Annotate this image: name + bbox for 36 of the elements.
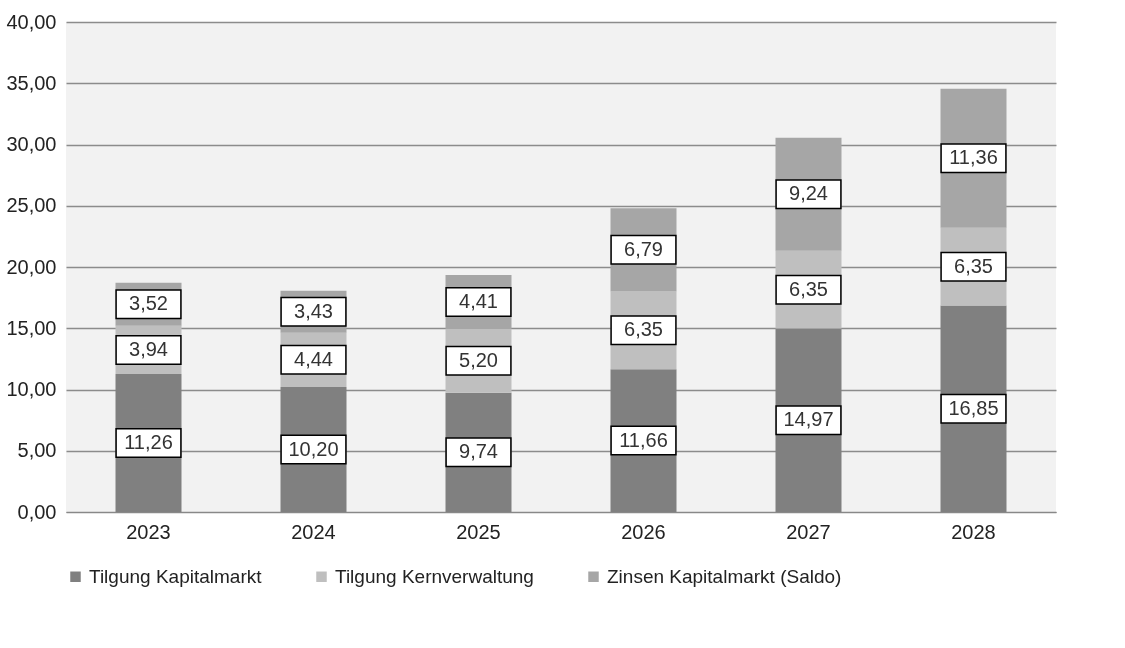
x-tick-label: 2028 — [951, 520, 996, 543]
x-tick-label: 2025 — [456, 520, 501, 543]
y-tick-label: 25,00 — [6, 194, 57, 217]
y-tick-label: 35,00 — [6, 71, 57, 94]
y-tick-label: 0,00 — [17, 500, 57, 523]
data-label: 9,24 — [789, 182, 828, 205]
x-tick-label: 2023 — [126, 520, 171, 543]
data-label: 4,44 — [294, 347, 333, 370]
data-label: 11,26 — [124, 431, 173, 454]
data-label: 3,52 — [129, 292, 168, 315]
x-tick-label: 2024 — [291, 520, 336, 543]
x-tick-label: 2027 — [786, 520, 831, 543]
legend-label: Tilgung Kapitalmarkt — [89, 565, 263, 587]
y-tick-label: 30,00 — [6, 133, 57, 155]
legend-label: Zinsen Kapitalmarkt (Saldo) — [607, 565, 842, 587]
x-tick-label: 2026 — [621, 520, 666, 543]
data-label: 6,79 — [624, 237, 663, 260]
data-label: 6,35 — [789, 277, 828, 300]
y-tick-label: 5,00 — [17, 439, 57, 462]
data-label: 3,43 — [294, 299, 333, 322]
y-tick-label: 10,00 — [6, 378, 57, 400]
data-label: 11,36 — [949, 146, 998, 169]
data-label: 9,74 — [459, 440, 498, 463]
data-label: 6,35 — [954, 254, 993, 277]
data-label: 3,94 — [129, 337, 168, 360]
y-tick-label: 40,00 — [6, 10, 57, 33]
y-tick-label: 20,00 — [6, 255, 57, 278]
data-label: 10,20 — [288, 437, 339, 460]
data-label: 16,85 — [948, 396, 999, 419]
y-tick-label: 15,00 — [6, 316, 57, 339]
data-label: 6,35 — [624, 318, 663, 341]
data-label: 14,97 — [783, 408, 834, 431]
data-label: 11,66 — [619, 428, 668, 451]
data-label: 4,41 — [459, 289, 498, 312]
data-label: 5,20 — [459, 348, 498, 371]
legend-label: Tilgung Kernverwaltung — [335, 565, 534, 587]
